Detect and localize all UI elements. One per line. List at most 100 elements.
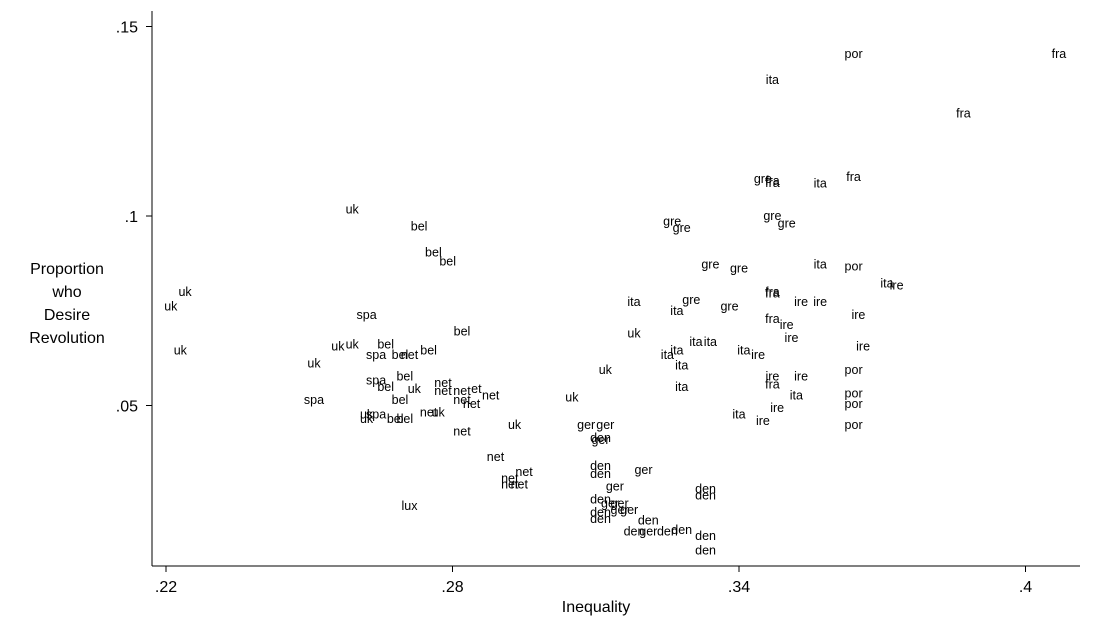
- data-point-bel: bel: [377, 338, 394, 352]
- data-point-por: por: [845, 418, 863, 432]
- data-point-uk: uk: [508, 418, 522, 432]
- data-point-net: net: [511, 478, 529, 492]
- data-point-uk: uk: [627, 327, 641, 341]
- y-tick-label: .05: [116, 399, 138, 416]
- data-point-por: por: [845, 259, 863, 273]
- data-point-gre: gre: [730, 262, 748, 276]
- data-point-uk: uk: [346, 203, 360, 217]
- data-point-bel: bel: [439, 255, 456, 269]
- data-point-gre: gre: [701, 258, 719, 272]
- data-point-ita: ita: [670, 344, 683, 358]
- data-point-den: den: [624, 525, 645, 539]
- x-tick-label: .4: [1019, 579, 1032, 596]
- data-point-por: por: [845, 397, 863, 411]
- data-point-ger: ger: [596, 418, 614, 432]
- data-point-fra: fra: [765, 286, 780, 300]
- x-tick-label: .22: [155, 579, 177, 596]
- data-point-net: net: [487, 450, 505, 464]
- data-point-net: net: [515, 465, 533, 479]
- data-point-bel: bel: [392, 393, 409, 407]
- data-point-ire: ire: [785, 331, 799, 345]
- data-point-den: den: [638, 514, 659, 528]
- data-point-ire: ire: [756, 414, 770, 428]
- data-point-ire: ire: [794, 369, 808, 383]
- x-tick-label: .28: [441, 579, 463, 596]
- data-point-uk: uk: [178, 285, 192, 299]
- data-point-ire: ire: [851, 308, 865, 322]
- data-point-ger: ger: [611, 503, 629, 517]
- data-point-ger: ger: [591, 433, 609, 447]
- data-point-et: et: [471, 382, 482, 396]
- data-point-gre: gre: [663, 215, 681, 229]
- data-point-den: den: [695, 529, 716, 543]
- y-axis-title-line: Desire: [44, 307, 90, 324]
- data-point-fra: fra: [846, 170, 861, 184]
- data-point-ger: ger: [634, 463, 652, 477]
- y-axis-ticks: .05 .1 .15: [116, 20, 152, 416]
- x-tick-label: .34: [728, 579, 750, 596]
- data-point-ita: ita: [675, 380, 688, 394]
- data-point-bel: bel: [420, 344, 437, 358]
- data-point-bel: bel: [396, 412, 413, 426]
- data-point-uk: uk: [331, 339, 345, 353]
- y-tick-label: .15: [116, 20, 138, 37]
- data-point-fra: fra: [765, 285, 780, 299]
- data-point-ita: ita: [732, 408, 745, 422]
- data-point-fra: fra: [956, 107, 971, 121]
- data-point-bel: bel: [387, 412, 404, 426]
- data-point-fra: fra: [765, 174, 780, 188]
- data-point-den: den: [590, 512, 611, 526]
- data-point-ger: ger: [639, 525, 657, 539]
- y-axis-title-line: Revolution: [29, 330, 105, 347]
- data-point-ire: ire: [813, 295, 827, 309]
- data-point-den: den: [590, 431, 611, 445]
- data-point-gre: gre: [763, 209, 781, 223]
- y-axis-title-line: who: [51, 284, 81, 301]
- data-point-net: net: [434, 384, 452, 398]
- data-point-spa: spa: [357, 308, 377, 322]
- data-point-uk: uk: [360, 408, 374, 422]
- data-point-bel: bel: [392, 348, 409, 362]
- data-point-bel: bel: [454, 325, 471, 339]
- data-point-net: net: [482, 388, 500, 402]
- data-point-den: den: [590, 467, 611, 481]
- data-point-ire: ire: [890, 278, 904, 292]
- data-point-uk: uk: [565, 391, 579, 405]
- data-point-uk: uk: [432, 405, 446, 419]
- data-point-lux: lux: [402, 499, 419, 513]
- data-point-por: por: [845, 47, 863, 61]
- data-point-spa: spa: [304, 393, 324, 407]
- data-point-bel: bel: [396, 369, 413, 383]
- data-point-ire: ire: [751, 348, 765, 362]
- data-point-spa: spa: [366, 348, 386, 362]
- data-point-net: net: [434, 376, 452, 390]
- y-axis-title-line: Proportion: [30, 261, 104, 278]
- data-point-ita: ita: [737, 344, 750, 358]
- data-point-uk: uk: [174, 344, 188, 358]
- data-point-net: net: [453, 425, 471, 439]
- data-point-gre: gre: [720, 300, 738, 314]
- x-axis-title: Inequality: [562, 599, 631, 616]
- data-point-den: den: [695, 482, 716, 496]
- data-point-spa: spa: [366, 408, 386, 422]
- data-point-ire: ire: [765, 369, 779, 383]
- data-point-ire: ire: [794, 295, 808, 309]
- data-point-net: net: [401, 348, 419, 362]
- data-point-ita: ita: [766, 73, 779, 87]
- data-point-den: den: [695, 488, 716, 502]
- data-point-net: net: [420, 405, 438, 419]
- data-point-uk: uk: [307, 356, 321, 370]
- data-point-fra: fra: [765, 312, 780, 326]
- data-point-gre: gre: [778, 217, 796, 231]
- data-point-fra: fra: [765, 378, 780, 392]
- data-point-net: net: [453, 384, 471, 398]
- data-point-den: den: [695, 544, 716, 558]
- data-point-por: por: [845, 363, 863, 377]
- data-point-den: den: [590, 505, 611, 519]
- data-point-net: net: [501, 471, 519, 485]
- data-point-uk: uk: [346, 338, 360, 352]
- data-point-spa: spa: [366, 374, 386, 388]
- data-point-bel: bel: [425, 245, 442, 259]
- data-point-ita: ita: [670, 304, 683, 318]
